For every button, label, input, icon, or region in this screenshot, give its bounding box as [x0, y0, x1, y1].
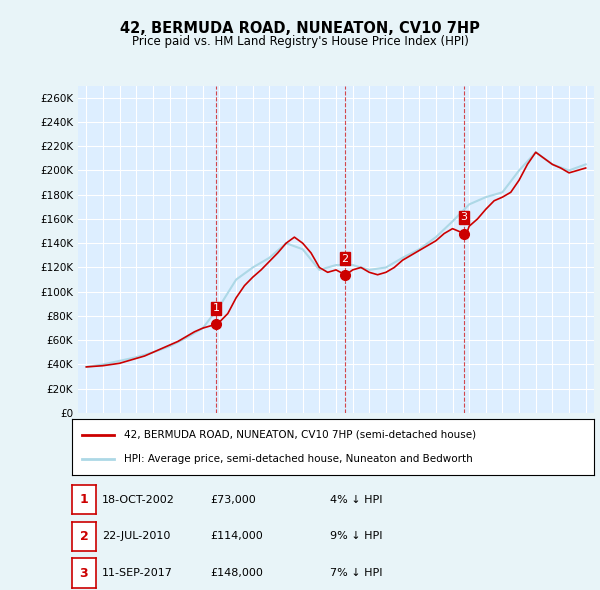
Text: £73,000: £73,000 — [210, 495, 256, 505]
Text: 3: 3 — [80, 566, 88, 579]
Text: 11-SEP-2017: 11-SEP-2017 — [102, 568, 173, 578]
Text: £114,000: £114,000 — [210, 532, 263, 542]
Text: 7% ↓ HPI: 7% ↓ HPI — [330, 568, 383, 578]
Text: 1: 1 — [212, 303, 220, 313]
Text: 18-OCT-2002: 18-OCT-2002 — [102, 495, 175, 505]
Text: Price paid vs. HM Land Registry's House Price Index (HPI): Price paid vs. HM Land Registry's House … — [131, 35, 469, 48]
Text: 9% ↓ HPI: 9% ↓ HPI — [330, 532, 383, 542]
Text: HPI: Average price, semi-detached house, Nuneaton and Bedworth: HPI: Average price, semi-detached house,… — [124, 454, 473, 464]
Text: 42, BERMUDA ROAD, NUNEATON, CV10 7HP: 42, BERMUDA ROAD, NUNEATON, CV10 7HP — [120, 21, 480, 35]
Text: £148,000: £148,000 — [210, 568, 263, 578]
Text: 42, BERMUDA ROAD, NUNEATON, CV10 7HP (semi-detached house): 42, BERMUDA ROAD, NUNEATON, CV10 7HP (se… — [124, 430, 476, 440]
Text: 3: 3 — [461, 212, 467, 222]
Text: 2: 2 — [80, 530, 88, 543]
Text: 1: 1 — [80, 493, 88, 506]
Text: 2: 2 — [341, 254, 349, 264]
Text: 4% ↓ HPI: 4% ↓ HPI — [330, 495, 383, 505]
Text: 22-JUL-2010: 22-JUL-2010 — [102, 532, 170, 542]
